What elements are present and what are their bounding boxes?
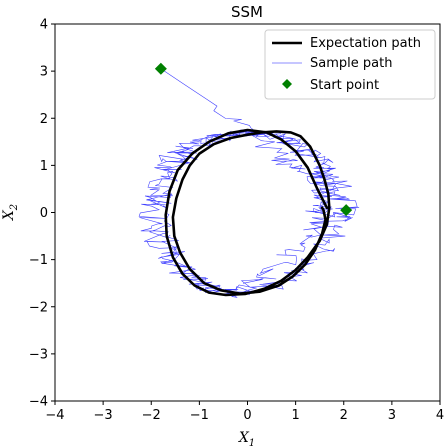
legend-expectation-label: Expectation path xyxy=(310,36,421,51)
x-tick-label: 1 xyxy=(291,408,299,423)
y-tick-label: −3 xyxy=(29,347,48,362)
x-axis-label: X1 xyxy=(238,430,255,446)
legend-box xyxy=(264,29,436,100)
y-tick-label: 1 xyxy=(40,159,48,174)
y-tick-label: 0 xyxy=(40,206,48,221)
start-point-marker xyxy=(340,204,353,217)
y-tick-label: 2 xyxy=(40,112,48,127)
y-tick-label: 4 xyxy=(40,18,48,33)
x-tick-label: −4 xyxy=(45,408,64,423)
y-tick-label: −4 xyxy=(29,395,48,410)
start-marker-layer xyxy=(154,62,353,217)
x-tick-label: −3 xyxy=(94,408,113,423)
expectation-path-layer xyxy=(164,128,331,297)
start-point-marker xyxy=(154,62,167,75)
x-ticks: −4 −3 −2 −1 0 1 2 3 4 xyxy=(45,401,444,423)
y-ticks: −4 −3 −2 −1 0 1 2 3 4 xyxy=(29,18,55,410)
x-tick-label: 2 xyxy=(340,408,348,423)
legend: Expectation path Sample path Start point xyxy=(264,29,436,100)
y-tick-label: −2 xyxy=(29,300,48,315)
x-tick-label: 4 xyxy=(436,408,444,423)
chart-title: SSM xyxy=(231,3,263,21)
x-tick-label: 3 xyxy=(388,408,396,423)
legend-start-swatch xyxy=(282,79,292,89)
sample-path-line xyxy=(138,68,360,298)
y-tick-label: 3 xyxy=(40,65,48,80)
sample-path-layer xyxy=(138,68,360,298)
legend-start-label: Start point xyxy=(310,78,379,93)
x-tick-label: −1 xyxy=(190,408,209,423)
x-tick-label: 0 xyxy=(243,408,251,423)
y-tick-label: −1 xyxy=(29,253,48,268)
y-axis-label: X2 xyxy=(1,204,20,221)
legend-sample-label: Sample path xyxy=(310,56,392,71)
x-tick-label: −2 xyxy=(142,408,161,423)
expectation-path-line xyxy=(164,128,331,297)
